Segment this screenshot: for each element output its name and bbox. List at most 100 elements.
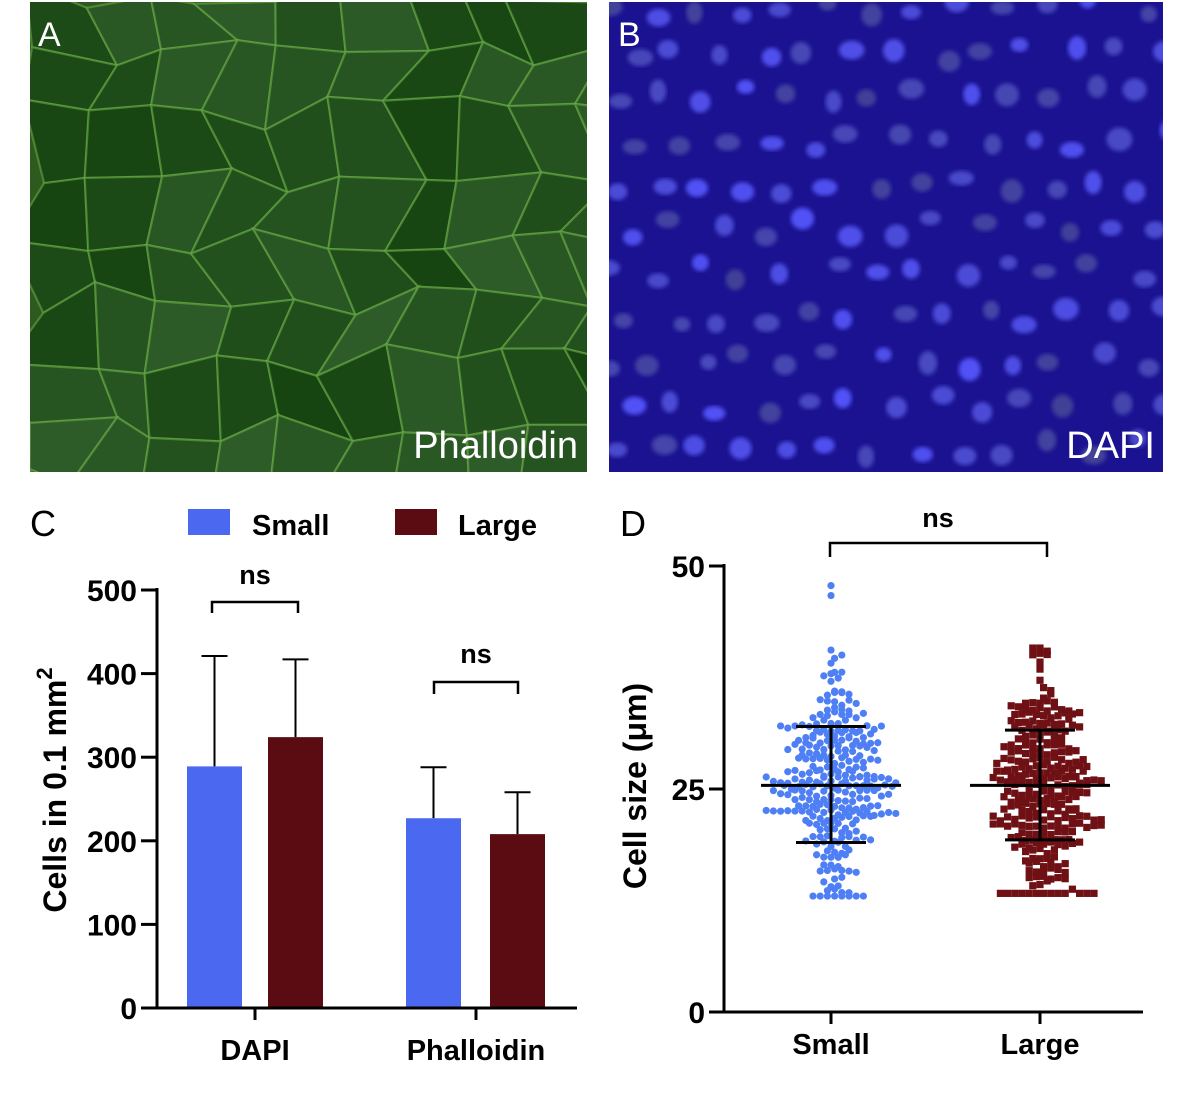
- nucleus: [866, 264, 890, 280]
- x-tick-label-phalloidin: Phalloidin: [407, 1035, 546, 1067]
- panel-a-micrograph: A Phalloidin: [30, 2, 587, 472]
- panel-b-letter: B: [618, 16, 641, 54]
- data-point-large: [1076, 889, 1084, 897]
- nucleus: [715, 214, 734, 237]
- data-point-large: [1076, 709, 1084, 717]
- data-point-small: [874, 802, 882, 810]
- data-point-large: [1068, 765, 1076, 773]
- nucleus: [613, 313, 633, 329]
- data-point-large: [1068, 721, 1076, 729]
- nucleus: [828, 257, 851, 272]
- cell-outline: [214, 413, 280, 472]
- data-point-small: [838, 829, 846, 837]
- data-point-large: [993, 767, 1001, 775]
- data-point-large: [1022, 732, 1030, 740]
- data-point-large: [1061, 828, 1069, 836]
- data-point-small: [834, 747, 842, 755]
- data-point-large: [1014, 795, 1022, 804]
- nucleus: [1011, 316, 1037, 334]
- data-point-small: [856, 787, 864, 795]
- data-point-small: [816, 728, 824, 736]
- nucleus: [884, 224, 909, 248]
- x-tick-label-small: Small: [792, 1029, 869, 1061]
- data-point-large: [1054, 817, 1062, 825]
- nucleus: [1053, 297, 1079, 321]
- nucleus: [1004, 356, 1022, 376]
- data-point-small: [823, 892, 832, 900]
- nucleus: [1084, 170, 1102, 195]
- data-point-large: [1047, 830, 1055, 839]
- data-point-large: [1040, 684, 1048, 692]
- data-point-large: [1068, 815, 1076, 823]
- nucleus: [956, 264, 981, 287]
- nucleus: [686, 2, 703, 24]
- nucleus: [1087, 75, 1107, 98]
- nucleus: [609, 93, 633, 109]
- data-point-large: [1014, 718, 1022, 727]
- nucleus: [1060, 222, 1080, 242]
- data-point-small: [845, 812, 853, 821]
- nucleus: [999, 255, 1017, 270]
- nucleus: [715, 133, 741, 151]
- data-point-large: [1025, 830, 1033, 838]
- data-point-small: [820, 787, 828, 795]
- data-point-large: [1072, 747, 1080, 755]
- data-point-small: [834, 797, 842, 805]
- nucleus: [932, 303, 951, 324]
- nucleus: [963, 83, 981, 106]
- data-point-small: [859, 764, 868, 772]
- nucleus: [1140, 5, 1158, 23]
- data-point-small: [845, 892, 853, 900]
- data-point-large: [1050, 741, 1058, 749]
- nucleus: [886, 396, 907, 419]
- nucleus: [898, 78, 925, 99]
- data-point-large: [1025, 721, 1033, 729]
- nucleus: [1104, 37, 1123, 56]
- data-point-large: [1032, 790, 1040, 798]
- nucleus: [725, 269, 745, 290]
- nucleus: [832, 125, 858, 143]
- data-point-large: [1007, 717, 1015, 725]
- nucleus: [919, 210, 941, 226]
- data-point-large: [1047, 858, 1055, 866]
- data-point-large: [1065, 795, 1073, 804]
- data-point-large: [1029, 644, 1037, 652]
- panel-b-stain-label: DAPI: [1066, 425, 1155, 467]
- data-point-large: [1047, 714, 1055, 722]
- nucleus: [984, 134, 1002, 155]
- data-point-small: [823, 886, 832, 895]
- nucleus: [911, 173, 933, 192]
- nucleus: [856, 89, 877, 107]
- y-tick-label: 200: [87, 826, 137, 859]
- nucleus: [754, 313, 780, 332]
- cell-outline: [558, 230, 587, 299]
- data-point-small: [877, 810, 886, 818]
- x-tick-label-large: Large: [1001, 1029, 1080, 1061]
- data-point-large: [1007, 802, 1015, 810]
- nucleus: [1144, 221, 1163, 239]
- data-point-large: [1036, 699, 1044, 707]
- data-point-large: [1043, 741, 1051, 749]
- data-point-small: [845, 757, 853, 765]
- data-point-large: [1022, 741, 1030, 749]
- nucleus: [770, 184, 792, 204]
- data-point-large: [1011, 776, 1019, 784]
- data-point-large: [1058, 740, 1066, 748]
- data-point-small: [816, 696, 824, 704]
- data-point-large: [1025, 807, 1033, 816]
- data-point-large: [1058, 756, 1066, 764]
- data-point-small: [831, 875, 839, 883]
- data-point-large: [1007, 772, 1015, 781]
- data-point-large: [1097, 821, 1105, 829]
- data-point-large: [1022, 758, 1030, 766]
- data-point-large: [1014, 703, 1022, 711]
- data-point-large: [1032, 762, 1040, 770]
- data-point-small: [877, 773, 886, 782]
- nucleus: [1067, 36, 1087, 60]
- data-point-large: [1040, 721, 1048, 729]
- data-point-large: [1061, 860, 1069, 868]
- nucleus: [938, 50, 961, 72]
- data-point-small: [802, 802, 810, 810]
- nucleus: [953, 446, 977, 466]
- data-point-large: [1040, 840, 1048, 848]
